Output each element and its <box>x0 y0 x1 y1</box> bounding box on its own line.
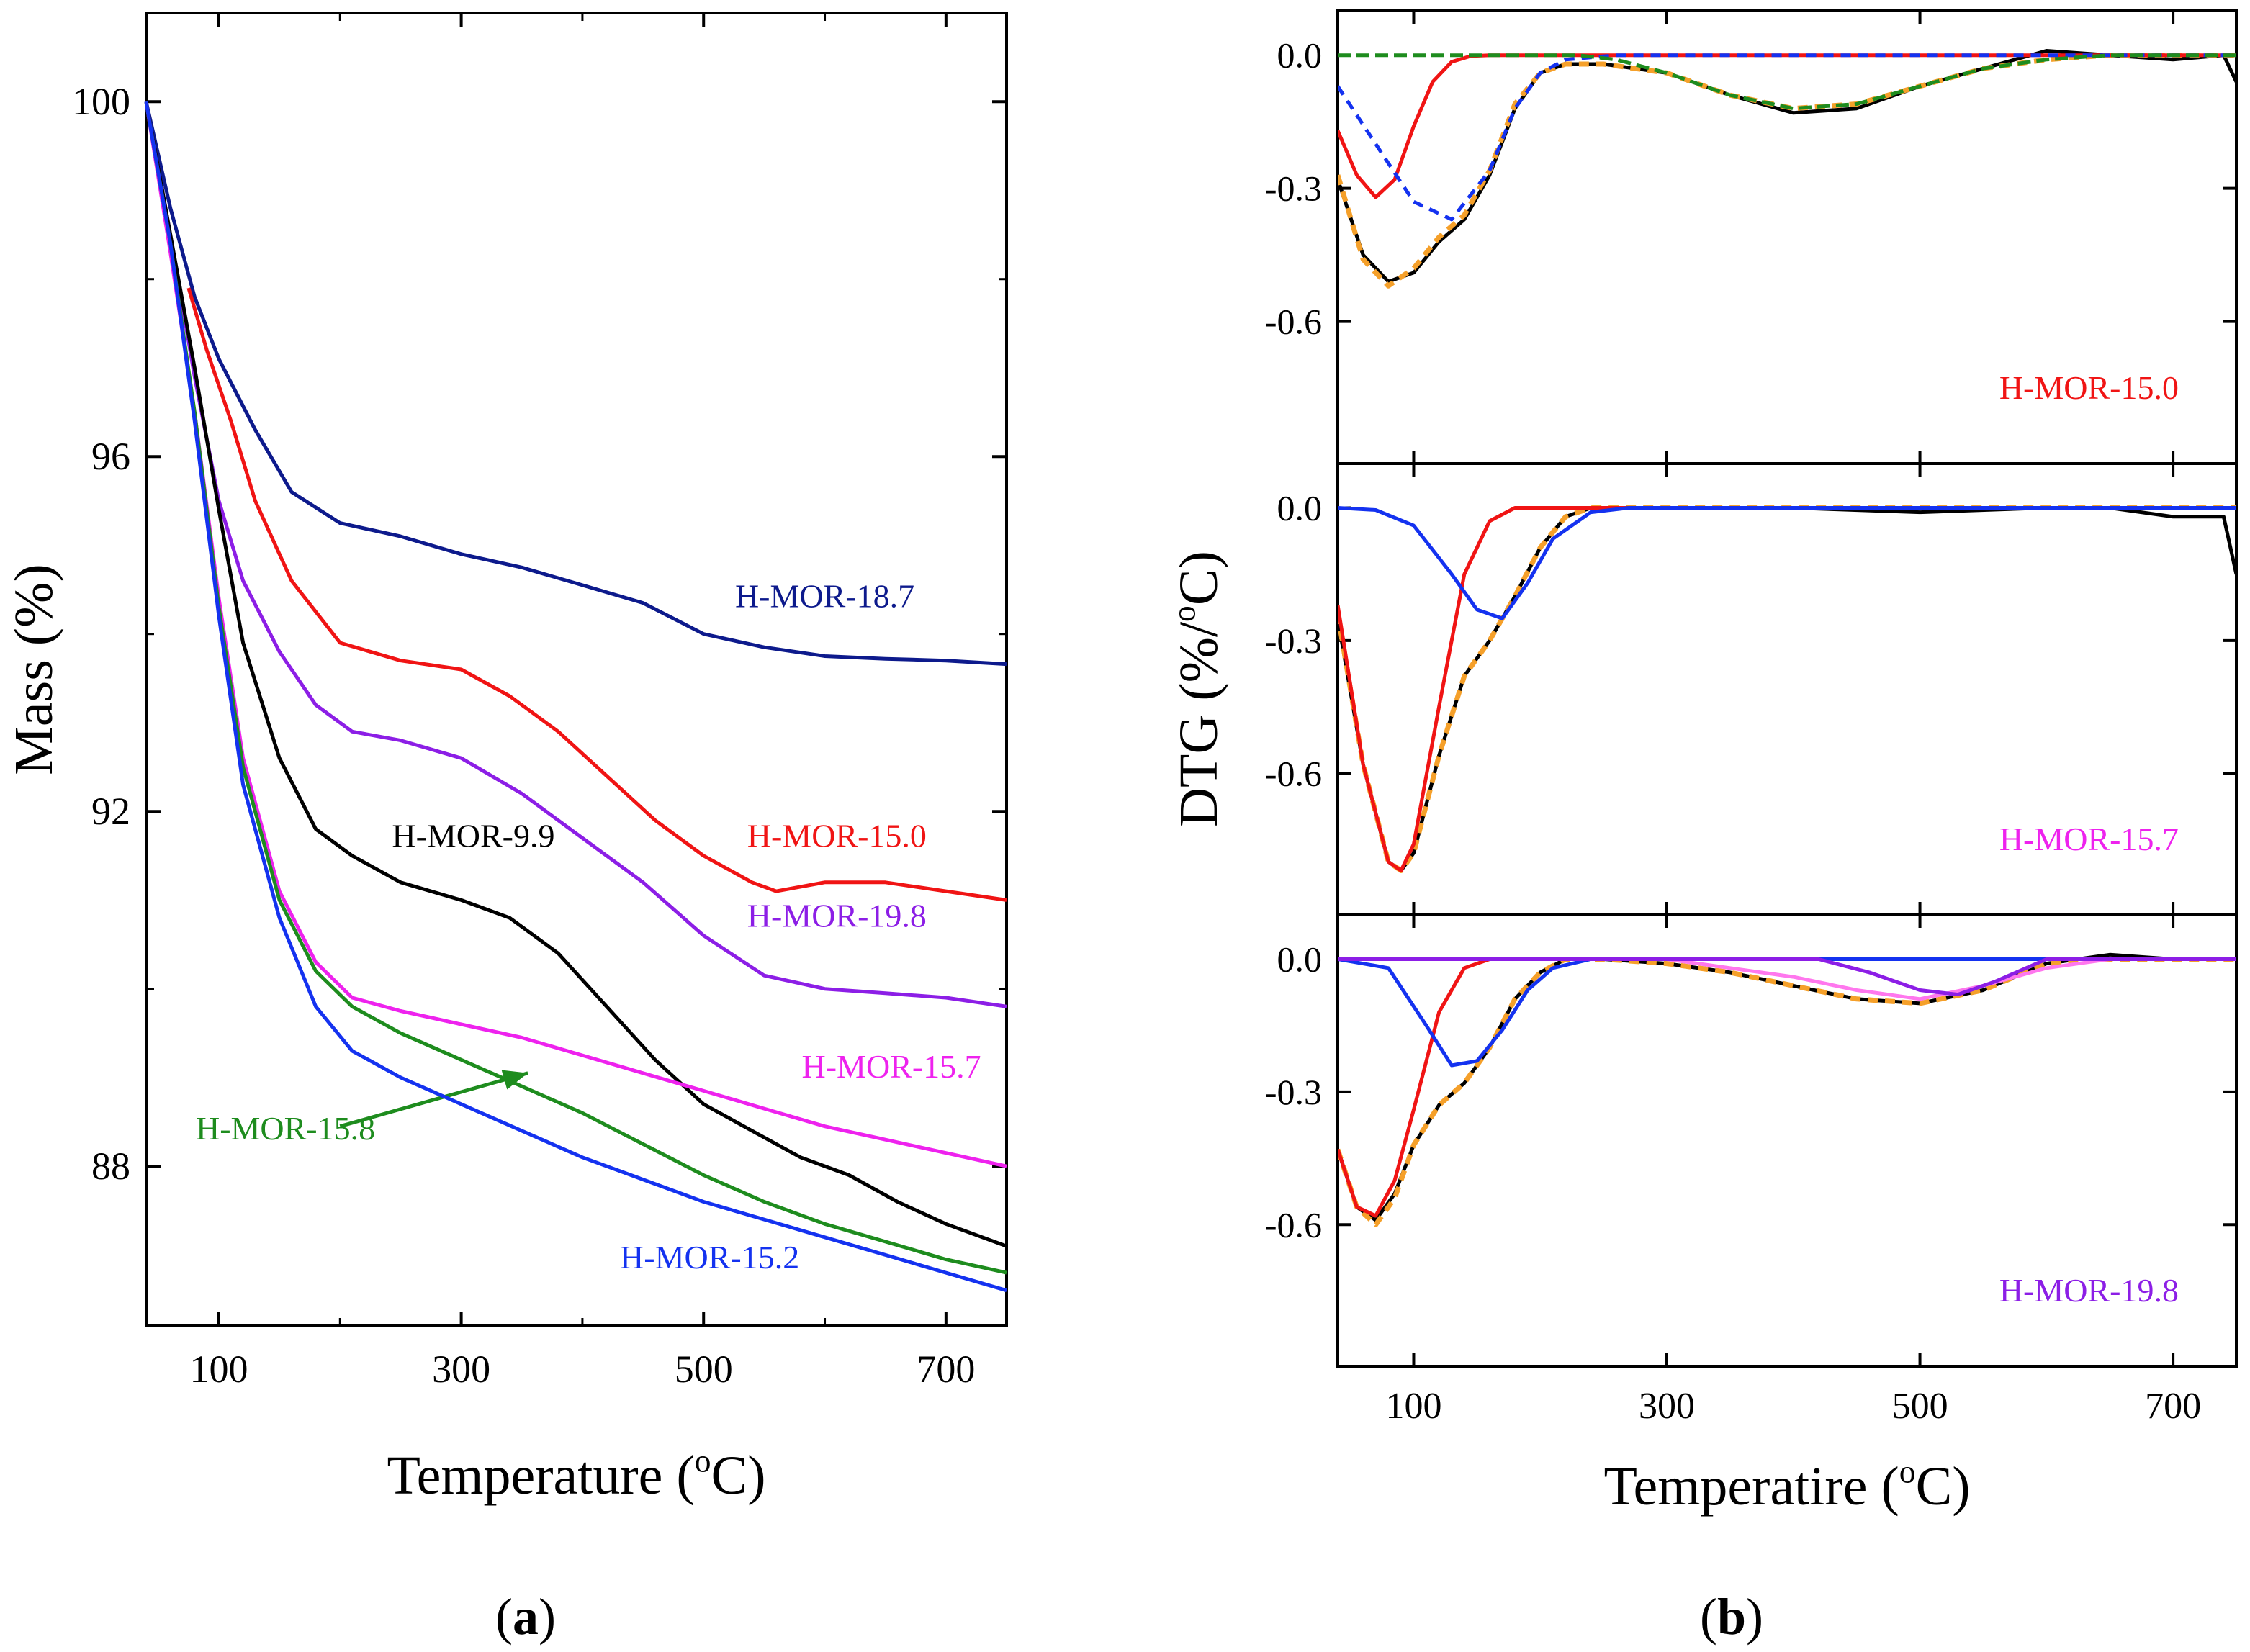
x-axis-title: Temperatire (oC) <box>1603 1453 1970 1517</box>
series-line-H-MOR-15.0 <box>186 287 1007 902</box>
panel-a-plot-frame <box>145 12 1008 1327</box>
subplot-label: H-MOR-19.8 <box>1999 1272 2179 1309</box>
x-tick-label: 700 <box>2145 1386 2201 1427</box>
dtg-line-peak-4 <box>1338 957 2236 997</box>
panel-b-chart: 0.0 -0.3 -0.6 H-MOR-15.0 0.0 -0.3 -0.6 H-MOR-15… <box>1166 9 2238 1517</box>
y-tick-label: 0.0 <box>1277 487 1323 528</box>
y-tick-label: 96 <box>91 435 130 478</box>
x-axis-title: Temperature (oC) <box>387 1443 766 1506</box>
y-tick-label: -0.3 <box>1265 1072 1322 1112</box>
dtg-line-peak-1 <box>1338 506 2236 872</box>
series-line-H-MOR-18.7 <box>144 101 1007 667</box>
panel-a-chart: 100 300 500 700 88 92 96 100 Temperature (oC) Mas… <box>4 12 1008 1506</box>
x-tick-label: 100 <box>189 1348 248 1391</box>
y-tick-label: 0.0 <box>1277 35 1323 76</box>
series-label-H-MOR-15.8: H-MOR-15.8 <box>196 1110 375 1147</box>
x-tick-label: 500 <box>675 1348 733 1391</box>
y-tick-label: 92 <box>91 790 130 833</box>
panel-b-caption: (b) <box>1700 1588 1763 1646</box>
subplot-frame <box>1336 913 2238 1368</box>
y-tick-label: -0.3 <box>1265 168 1322 209</box>
series-line-H-MOR-15.2 <box>144 101 1007 1293</box>
subplot-lines <box>1338 952 2236 1227</box>
y-tick-label: 88 <box>91 1145 130 1188</box>
y-tick-label: 0.0 <box>1277 939 1323 979</box>
subplot-lines <box>1338 505 2236 873</box>
panel-b-caption-letter: b <box>1717 1588 1746 1646</box>
arrow-line <box>339 1071 528 1129</box>
dtg-line-peak-2 <box>1338 957 2236 1068</box>
y-tick-label: 100 <box>72 80 130 123</box>
subplot-H-MOR-15.0: 0.0 -0.3 -0.6 H-MOR-15.0 <box>1265 9 2238 465</box>
x-tick-label: 300 <box>1639 1386 1695 1427</box>
series-label-H-MOR-19.8: H-MOR-19.8 <box>747 897 927 934</box>
y-axis-title: Mass (%) <box>4 564 64 775</box>
y-tick-label: -0.6 <box>1265 302 1322 342</box>
dtg-line-peak-3 <box>1338 957 2236 1001</box>
dtg-line-peak-3 <box>1338 53 2236 111</box>
y-tick-label: -0.3 <box>1265 620 1322 661</box>
series-label-H-MOR-15.0: H-MOR-15.0 <box>747 817 927 854</box>
series-line-H-MOR-9.9 <box>144 101 1007 1248</box>
x-tick-label: 300 <box>432 1348 490 1391</box>
x-tick-label: 500 <box>1892 1386 1948 1427</box>
dtg-line-peak-1 <box>1338 957 2236 1218</box>
series-label-H-MOR-15.2: H-MOR-15.2 <box>620 1239 799 1276</box>
series-label-H-MOR-18.7: H-MOR-18.7 <box>735 578 914 615</box>
y-tick-label: -0.6 <box>1265 753 1322 793</box>
subplot-H-MOR-19.8: 0.0 -0.3 -0.6 H-MOR-19.8 <box>1265 913 2238 1368</box>
subplot-label: H-MOR-15.0 <box>1999 369 2179 406</box>
x-tick-label: 700 <box>917 1348 975 1391</box>
arrow-head <box>501 1070 528 1090</box>
y-axis-title: DTG (%/oC) <box>1166 551 1229 827</box>
subplot-lines <box>1338 49 2236 289</box>
y-tick-label: -0.6 <box>1265 1204 1322 1245</box>
dtg-line-peak-2 <box>1338 506 2236 620</box>
x-tick-label: 100 <box>1385 1386 1441 1427</box>
panel-a-caption: (a) <box>495 1588 556 1646</box>
subplot-label: H-MOR-15.7 <box>1999 821 2179 857</box>
series-label-H-MOR-9.9: H-MOR-9.9 <box>392 817 554 854</box>
series-label-H-MOR-15.7: H-MOR-15.7 <box>802 1048 981 1085</box>
panel-a-caption-letter: a <box>513 1588 539 1646</box>
